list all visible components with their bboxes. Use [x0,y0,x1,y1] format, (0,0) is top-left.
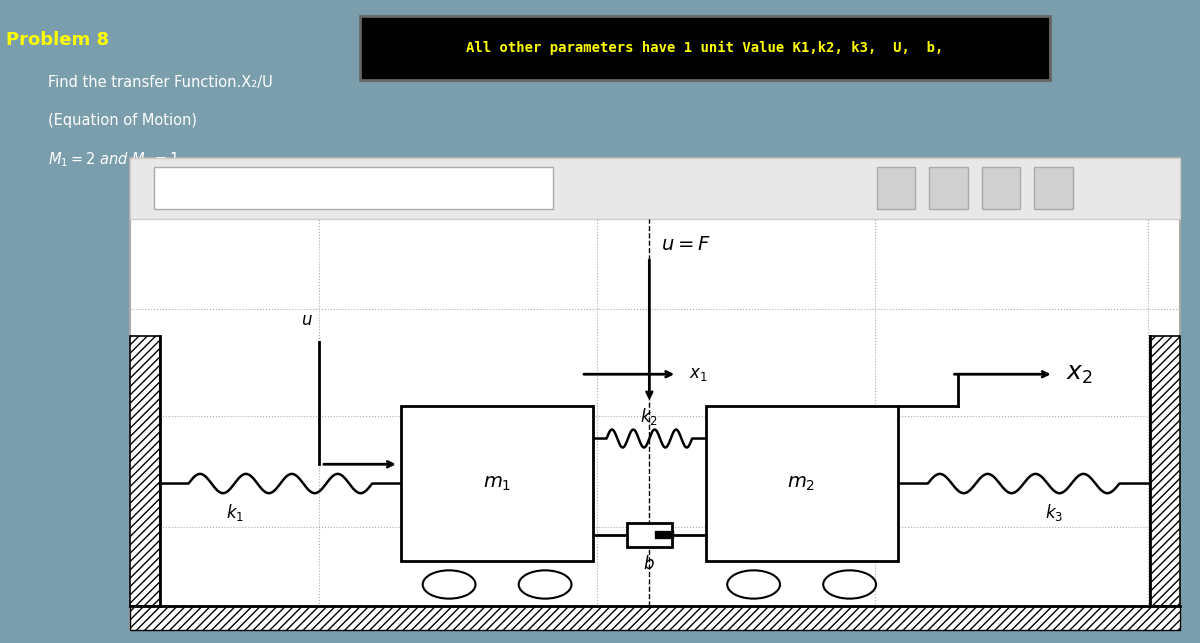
Circle shape [422,570,475,599]
Bar [401,406,593,561]
Text: $m_1$: $m_1$ [482,474,511,493]
Bar [929,167,967,209]
Bar [360,16,1050,80]
Circle shape [823,570,876,599]
Text: $M_1 = 2\ \mathit{and}\ M_2 = 1$: $M_1 = 2\ \mathit{and}\ M_2 = 1$ [48,150,179,168]
Text: $k_3$: $k_3$ [1044,502,1063,523]
Text: All other parameters have 1 unit Value K1,k2, k3,  U,  b,: All other parameters have 1 unit Value K… [467,41,943,55]
Text: Problem 8: Problem 8 [6,31,109,49]
Text: $u$: $u$ [301,311,312,329]
Bar [130,336,160,606]
Bar [982,167,1020,209]
Bar [130,606,1180,630]
Text: $k_2$: $k_2$ [641,406,659,426]
Text: $x_1$: $x_1$ [689,365,708,383]
Text: $k_1$: $k_1$ [226,502,244,523]
Circle shape [518,570,571,599]
Bar [706,406,898,561]
Bar [876,167,916,209]
Bar [130,158,1180,219]
Bar [130,158,1180,630]
Text: $m_2$: $m_2$ [787,474,816,493]
Text: $b$: $b$ [643,555,655,573]
Circle shape [727,570,780,599]
Text: (Equation of Motion): (Equation of Motion) [48,113,197,129]
Text: Find the transfer Function.X₂/U: Find the transfer Function.X₂/U [48,75,272,90]
Text: $x_2$: $x_2$ [1066,362,1092,386]
Bar [154,167,553,209]
Text: $u = F$: $u = F$ [661,235,712,254]
Bar [1150,336,1180,606]
Bar [1034,167,1073,209]
Bar [626,523,672,547]
